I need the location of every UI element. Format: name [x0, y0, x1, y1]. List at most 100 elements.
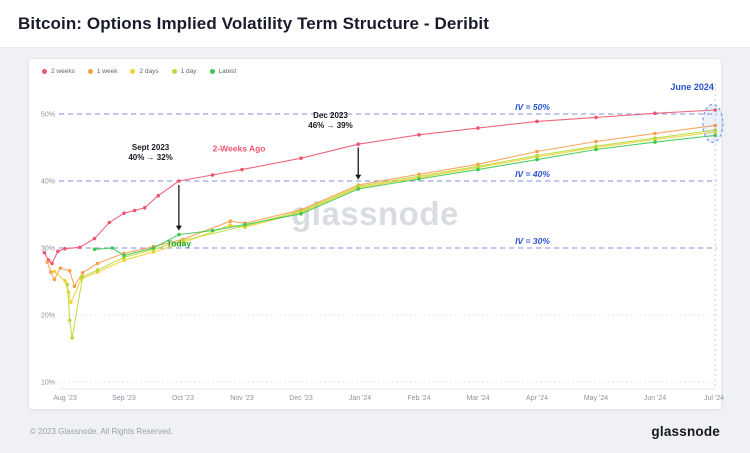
data-point-latest[interactable]: [356, 187, 361, 191]
legend-item-2-days[interactable]: 2 days: [130, 68, 159, 75]
data-point-1-day[interactable]: [65, 282, 70, 286]
data-point-latest[interactable]: [417, 177, 421, 181]
chart-legend: 2 weeks 1 week 2 days 1 day Latest: [42, 68, 236, 75]
june-2024-highlight-ellipse: [702, 103, 724, 143]
data-point-1-week[interactable]: [52, 277, 57, 282]
legend-dot-2-weeks-icon: [42, 69, 47, 74]
glassnode-logo: glassnode: [651, 424, 720, 439]
data-point-latest[interactable]: [151, 246, 156, 250]
series-line-2-weeks[interactable]: [43, 109, 716, 265]
data-point-2-weeks[interactable]: [92, 236, 97, 241]
data-point-latest[interactable]: [92, 247, 97, 252]
data-point-2-days[interactable]: [151, 250, 156, 254]
copyright-text: © 2023 Glassnode. All Rights Reserved.: [30, 427, 173, 436]
data-point-2-weeks[interactable]: [210, 173, 215, 177]
iv-reference-label-30: IV = 30%: [515, 236, 550, 246]
data-point-latest[interactable]: [177, 232, 181, 237]
data-point-2-weeks[interactable]: [240, 167, 244, 172]
data-point-1-week[interactable]: [49, 270, 53, 274]
data-point-1-day[interactable]: [181, 238, 185, 243]
data-point-1-day[interactable]: [594, 144, 598, 148]
data-point-1-day[interactable]: [417, 174, 421, 179]
data-point-1-week[interactable]: [713, 123, 717, 128]
legend-label-2-weeks: 2 weeks: [51, 68, 75, 75]
data-point-2-weeks[interactable]: [122, 211, 126, 215]
data-point-1-week[interactable]: [228, 219, 232, 223]
data-point-2-days[interactable]: [122, 258, 126, 262]
data-point-1-week[interactable]: [535, 149, 539, 154]
legend-item-1-week[interactable]: 1 week: [87, 68, 117, 75]
data-point-1-day[interactable]: [70, 336, 74, 340]
legend-dot-2-days-icon: [130, 69, 136, 74]
data-point-1-week[interactable]: [45, 260, 50, 264]
data-point-1-day[interactable]: [535, 153, 539, 158]
data-point-latest[interactable]: [653, 140, 657, 144]
legend-label-latest: Latest: [218, 68, 237, 75]
data-point-2-days[interactable]: [52, 269, 57, 274]
data-point-1-day[interactable]: [653, 136, 657, 140]
legend-item-2-weeks[interactable]: 2 weeks: [42, 68, 75, 75]
data-point-1-week[interactable]: [72, 284, 77, 288]
x-axis-tick: Jun '24: [644, 395, 666, 402]
data-point-latest[interactable]: [243, 222, 247, 227]
x-axis-tick: Jul '24: [704, 395, 724, 402]
data-point-1-day[interactable]: [80, 275, 85, 279]
data-point-1-week[interactable]: [67, 269, 72, 273]
annotation-two-weeks-ago: 2-Weeks Ago: [213, 144, 266, 154]
data-point-2-weeks[interactable]: [713, 108, 717, 112]
data-point-1-week[interactable]: [80, 271, 85, 275]
data-point-latest[interactable]: [535, 157, 539, 162]
legend-item-latest[interactable]: Latest: [209, 68, 237, 75]
data-point-1-day[interactable]: [713, 128, 717, 132]
annotation-arrowhead-sept_2023: [175, 225, 182, 231]
data-point-latest[interactable]: [594, 147, 598, 152]
data-point-2-weeks[interactable]: [142, 206, 147, 210]
data-point-2-weeks[interactable]: [299, 156, 303, 160]
data-point-2-weeks[interactable]: [78, 245, 82, 250]
data-point-2-weeks[interactable]: [177, 179, 181, 183]
data-point-latest[interactable]: [299, 212, 303, 216]
annotation-june-2024: June 2024: [670, 82, 714, 92]
x-axis-tick: Aug '23: [53, 395, 77, 402]
data-point-1-day[interactable]: [299, 209, 303, 213]
x-axis-tick: Nov '23: [230, 395, 254, 402]
data-point-1-day[interactable]: [95, 268, 100, 272]
legend-item-1-day[interactable]: 1 day: [171, 68, 197, 75]
data-point-2-weeks[interactable]: [356, 142, 361, 146]
y-axis-tick: 40%: [41, 179, 55, 186]
data-point-2-weeks[interactable]: [535, 119, 539, 124]
data-point-2-weeks[interactable]: [63, 246, 67, 251]
data-point-2-weeks[interactable]: [594, 115, 598, 120]
data-point-2-days[interactable]: [63, 279, 67, 283]
iv-term-structure-chart[interactable]: 50% 40% 30% 20% 10% Aug '23 Sep '23 Oct '23 Nov …: [29, 59, 724, 411]
data-point-1-day[interactable]: [476, 164, 480, 169]
data-point-2-weeks[interactable]: [107, 220, 112, 225]
data-point-1-day[interactable]: [67, 318, 72, 323]
data-point-2-weeks[interactable]: [417, 133, 421, 137]
data-point-latest[interactable]: [713, 133, 717, 138]
data-point-2-weeks[interactable]: [653, 111, 657, 116]
data-point-1-day[interactable]: [356, 184, 361, 189]
data-point-1-week[interactable]: [653, 131, 657, 136]
data-point-2-weeks[interactable]: [50, 261, 54, 266]
x-axis-tick: May '24: [584, 395, 608, 402]
legend-label-2-days: 2 days: [139, 68, 159, 75]
data-point-1-week[interactable]: [594, 139, 598, 144]
data-point-1-week[interactable]: [58, 266, 63, 270]
header: Bitcoin: Options Implied Volatility Term…: [0, 0, 750, 48]
data-point-2-weeks[interactable]: [42, 250, 47, 255]
data-point-2-days[interactable]: [228, 223, 232, 227]
legend-dot-1-week-icon: [87, 69, 93, 74]
x-axis-tick: Mar '24: [466, 395, 489, 402]
data-point-2-weeks[interactable]: [132, 208, 137, 213]
x-axis-tick: Sep '23: [112, 395, 136, 402]
data-point-2-days[interactable]: [69, 300, 73, 305]
data-point-1-week[interactable]: [95, 261, 100, 266]
data-point-latest[interactable]: [122, 253, 126, 258]
data-point-latest[interactable]: [210, 228, 215, 233]
data-point-2-weeks[interactable]: [56, 249, 60, 254]
data-point-latest[interactable]: [110, 246, 114, 250]
data-point-2-weeks[interactable]: [156, 193, 160, 198]
data-point-latest[interactable]: [476, 167, 480, 172]
data-point-2-weeks[interactable]: [476, 126, 480, 130]
